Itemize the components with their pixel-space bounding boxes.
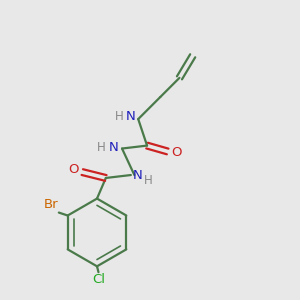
Text: O: O (68, 163, 79, 176)
Text: N: N (109, 141, 118, 154)
Text: N: N (133, 169, 143, 182)
Text: H: H (144, 174, 153, 187)
Text: Cl: Cl (92, 273, 105, 286)
Text: O: O (171, 146, 182, 159)
Text: Br: Br (44, 197, 59, 211)
Text: H: H (97, 141, 106, 154)
Text: N: N (125, 110, 135, 123)
Text: H: H (115, 110, 124, 123)
